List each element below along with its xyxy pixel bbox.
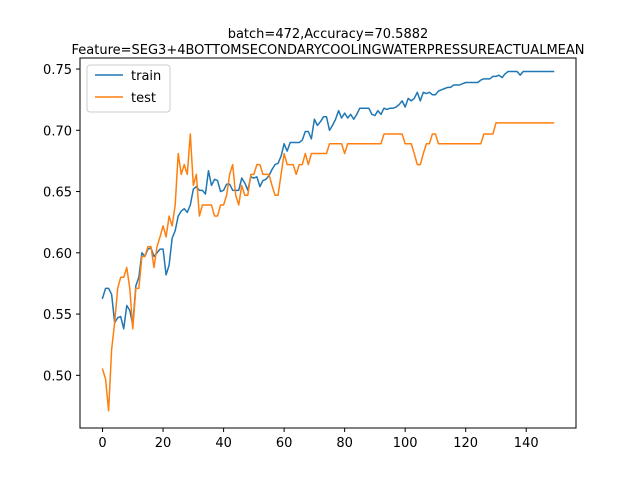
series-line-test <box>101 122 555 412</box>
legend: train test <box>86 64 171 113</box>
y-tick-label: 0.75 <box>43 63 72 78</box>
legend-box <box>86 64 171 113</box>
chart-title: batch=472,Accuracy=70.5882 <box>228 27 429 42</box>
y-tick-label: 0.50 <box>43 369 72 384</box>
y-tick-label: 0.60 <box>43 247 72 262</box>
legend-label-test: test <box>131 91 156 106</box>
x-tick-label: 60 <box>276 436 293 451</box>
y-tick-label: 0.55 <box>43 308 72 323</box>
series-layer <box>101 70 555 412</box>
y-tick-label: 0.65 <box>43 186 72 201</box>
y-axis: 0.50 0.55 0.60 0.65 0.70 0.75 <box>43 63 80 384</box>
plot-frame <box>79 57 577 429</box>
x-tick-label: 140 <box>514 436 539 451</box>
x-tick-label: 120 <box>453 436 478 451</box>
y-tick-label: 0.70 <box>43 124 72 139</box>
x-tick-label: 80 <box>336 436 353 451</box>
chart-subtitle: Feature=SEG3+4BOTTOMSECONDARYCOOLINGWATE… <box>72 43 585 58</box>
x-tick-label: 20 <box>155 436 172 451</box>
legend-label-train: train <box>131 69 161 84</box>
x-tick-label: 40 <box>215 436 232 451</box>
x-tick-label: 0 <box>98 436 106 451</box>
series-line-train <box>101 70 555 330</box>
x-axis: 0 20 40 60 80 100 120 140 <box>98 428 539 451</box>
x-tick-label: 100 <box>393 436 418 451</box>
